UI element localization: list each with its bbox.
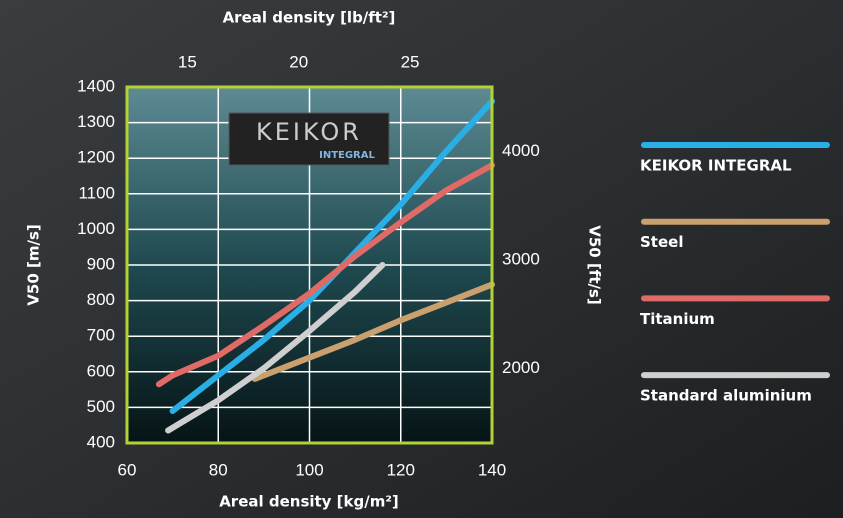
- series-line: [155, 162, 495, 388]
- x-tick-label: 60: [118, 460, 137, 479]
- x2-tick-label: 15: [178, 52, 197, 71]
- x-tick-label: 100: [295, 460, 323, 479]
- y-tick-label: 400: [87, 432, 115, 451]
- legend-label: KEIKOR INTEGRAL: [640, 157, 792, 175]
- y2-tick-label: 3000: [502, 249, 540, 268]
- y-tick-label: 1400: [77, 76, 115, 95]
- y-axis-title: V50 [m/s]: [25, 224, 43, 305]
- y-tick-label: 1300: [77, 112, 115, 131]
- y-tick-label: 1000: [77, 219, 115, 238]
- y-tick-label: 700: [87, 326, 115, 345]
- legend-label: Steel: [640, 233, 683, 251]
- y2-tick-label: 2000: [502, 358, 540, 377]
- y-tick-label: 900: [87, 254, 115, 273]
- y-tick-label: 600: [87, 361, 115, 380]
- legend-label: Titanium: [640, 310, 715, 328]
- logo-box: [228, 112, 390, 166]
- logo-text: KEIKOR: [256, 118, 362, 146]
- plot-border: [125, 85, 494, 445]
- y-tick-label: 800: [87, 290, 115, 309]
- x2-tick-label: 20: [289, 52, 308, 71]
- legend-label: Standard aluminium: [640, 387, 812, 405]
- logo-subtext: INTEGRAL: [319, 150, 375, 161]
- y-tick-label: 1200: [77, 148, 115, 167]
- series-line: [165, 262, 386, 434]
- x-tick-label: 120: [387, 460, 415, 479]
- x2-tick-label: 25: [401, 52, 420, 71]
- series-line: [251, 281, 495, 382]
- x-tick-label: 80: [209, 460, 228, 479]
- x-axis-title: Areal density [kg/m²]: [219, 493, 399, 511]
- y2-axis-title: V50 [ft/s]: [586, 225, 604, 305]
- y-tick-label: 1100: [78, 183, 115, 202]
- y-tick-label: 500: [87, 397, 115, 416]
- x2-axis-title: Areal density [lb/ft²]: [223, 9, 396, 27]
- x-tick-label: 140: [478, 460, 506, 479]
- y2-tick-label: 4000: [502, 141, 540, 160]
